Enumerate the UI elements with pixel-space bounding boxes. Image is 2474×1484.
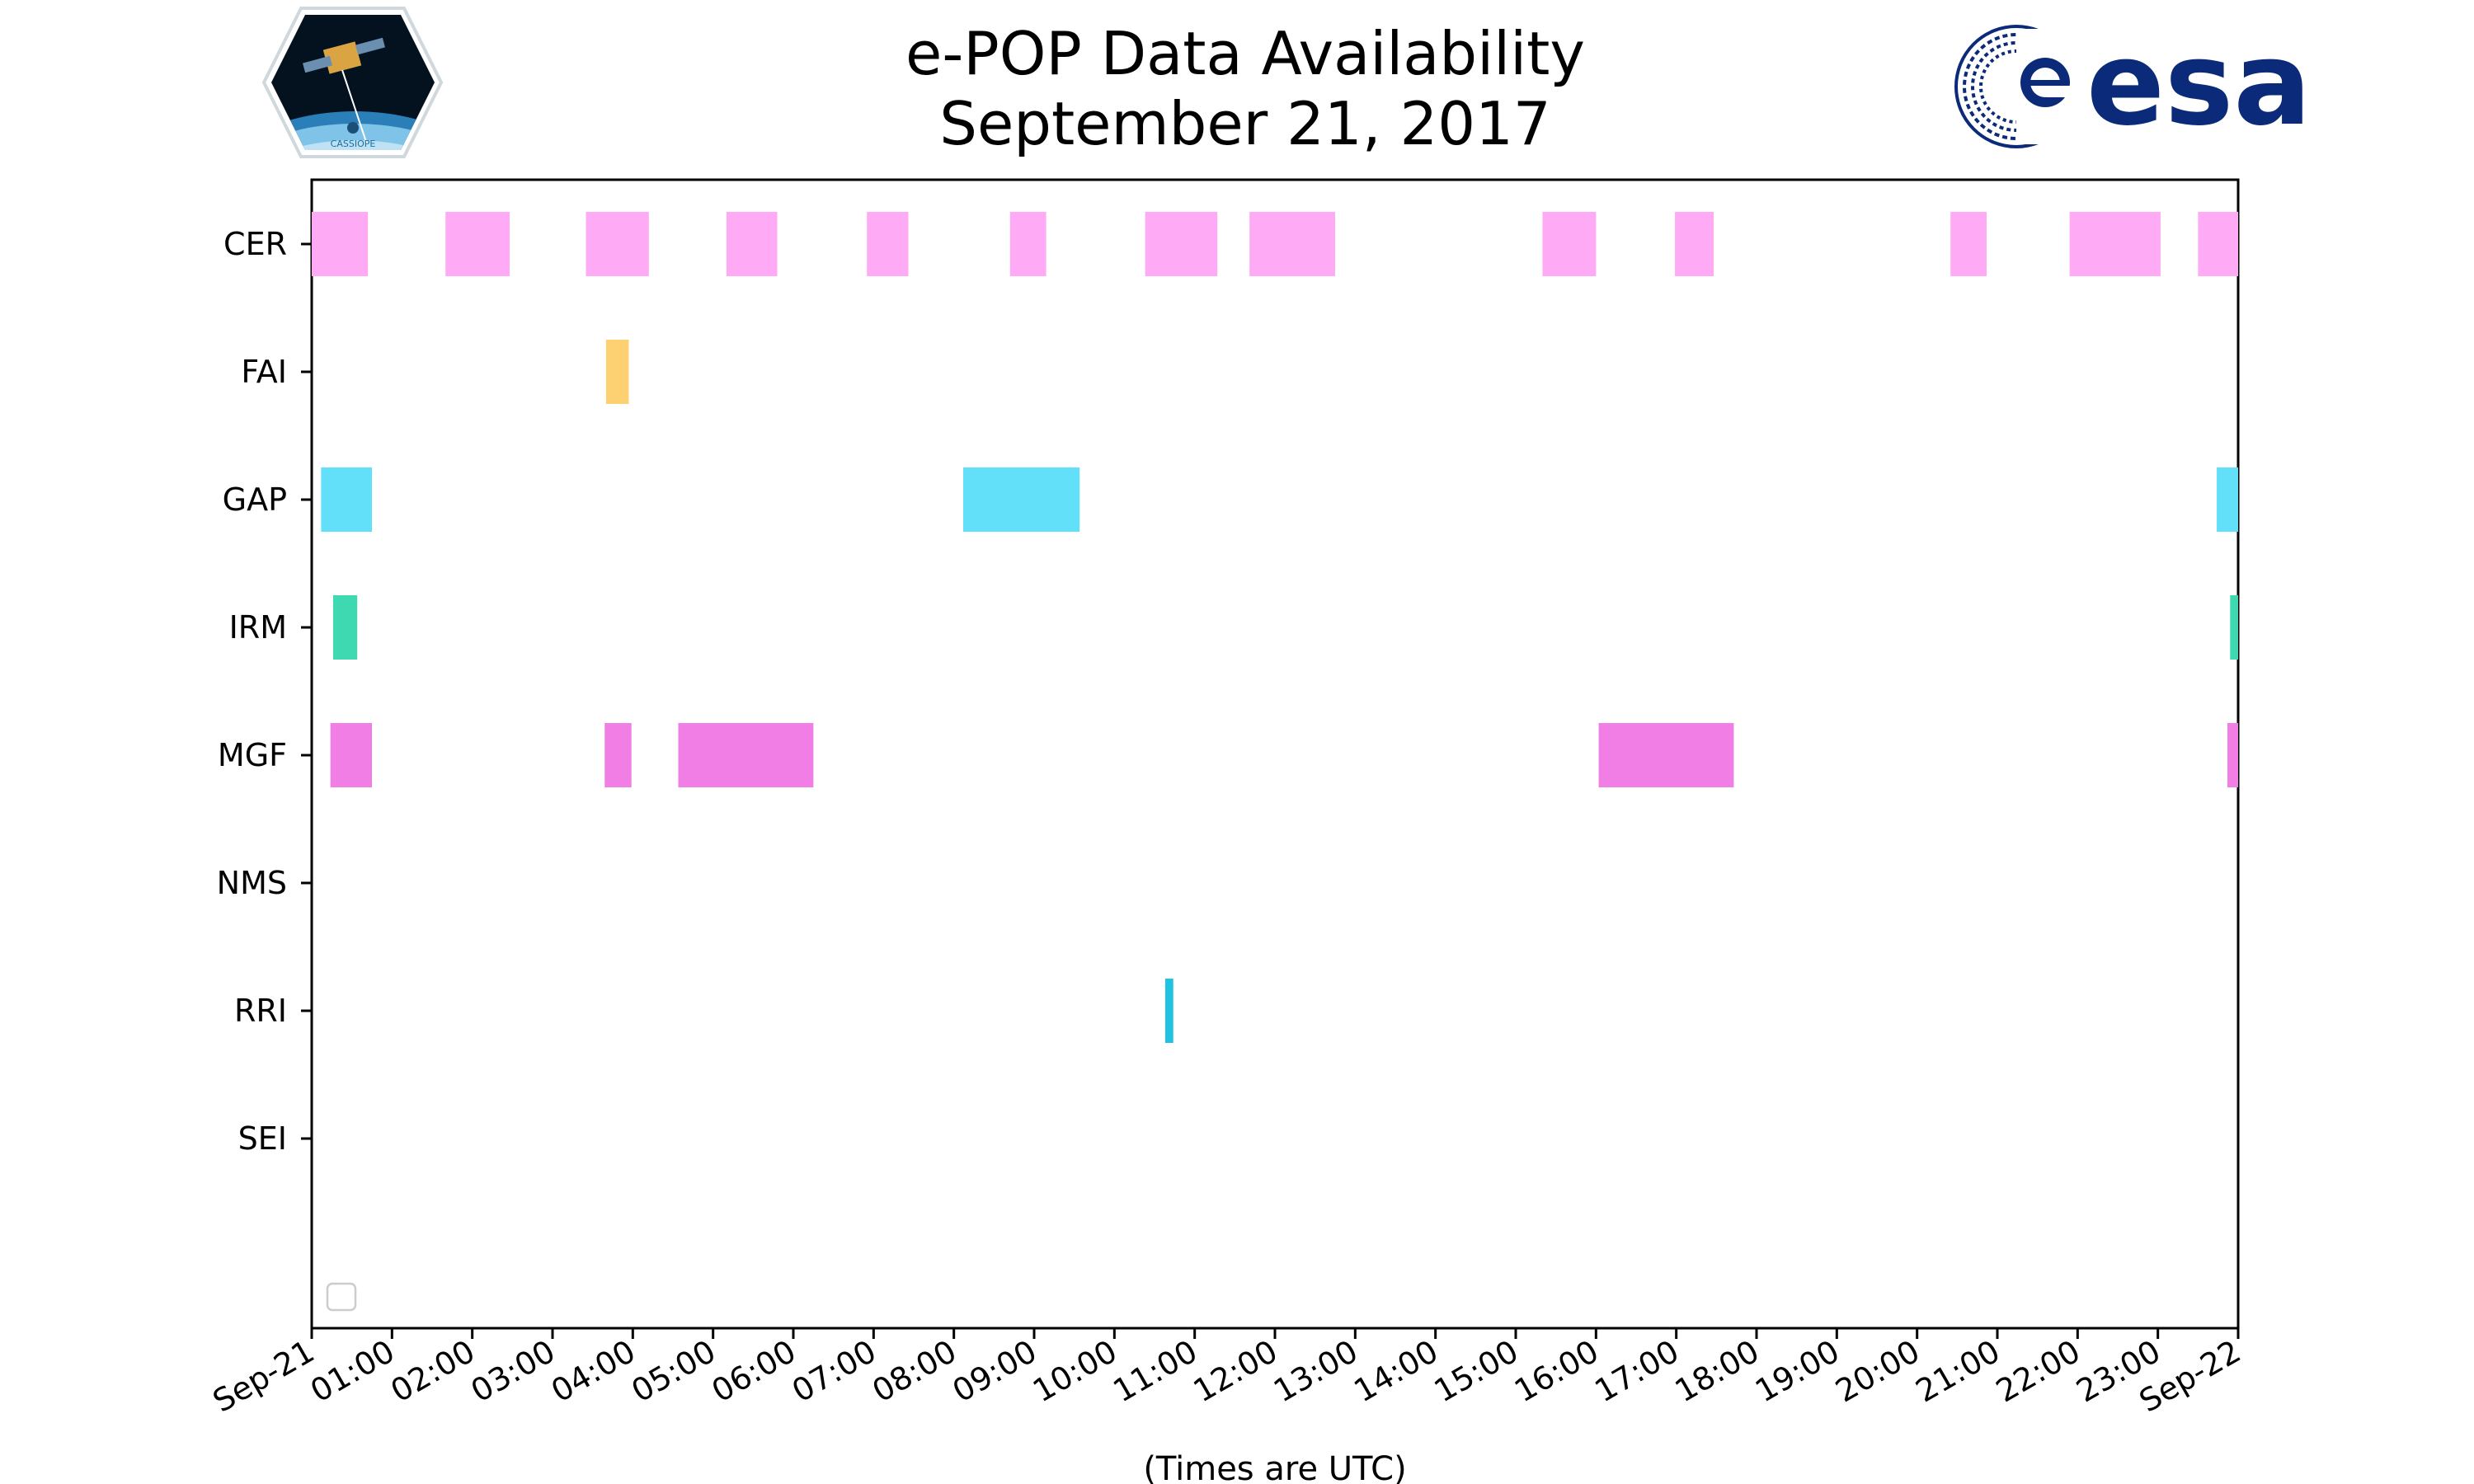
y-tick-label-rri: RRI: [234, 993, 287, 1029]
x-tick-label: 19:00: [1749, 1333, 1846, 1410]
y-tick-label-sei: SEI: [238, 1120, 287, 1157]
bar-cer-0: [312, 212, 369, 276]
chart-subtitle: September 21, 2017: [939, 89, 1550, 158]
x-axis-title: (Times are UTC): [1143, 1450, 1406, 1484]
x-tick-label: 16:00: [1508, 1333, 1605, 1410]
bar-cer-1: [445, 212, 510, 276]
y-tick-label-nms: NMS: [217, 865, 287, 901]
x-tick-label: 02:00: [384, 1333, 481, 1410]
bar-irm-0: [332, 595, 358, 660]
cassiope-logo: CASSIOPE: [261, 7, 444, 158]
bar-cer-9: [1675, 212, 1714, 276]
x-tick-label: 15:00: [1428, 1333, 1525, 1410]
bar-gap-0: [321, 467, 372, 532]
bar-mgf-2: [678, 723, 814, 787]
bar-mgf-3: [1598, 723, 1734, 787]
bar-mgf-1: [604, 723, 632, 787]
x-tick-label: 14:00: [1348, 1333, 1444, 1410]
legend-box: [326, 1282, 357, 1312]
x-tick-label: Sep-21: [207, 1333, 321, 1420]
bar-cer-2: [586, 212, 649, 276]
x-tick-label: 18:00: [1669, 1333, 1766, 1410]
x-tick-label: 06:00: [706, 1333, 802, 1410]
bar-rri-0: [1164, 979, 1174, 1043]
x-tick-label: 04:00: [545, 1333, 642, 1410]
bar-irm-1: [2230, 595, 2238, 660]
y-tick-label-cer: CER: [223, 226, 287, 262]
y-tick-label-irm: IRM: [229, 609, 287, 646]
x-axis: Sep-2101:0002:0003:0004:0005:0006:0007:0…: [207, 1328, 2247, 1420]
x-tick-label: 01:00: [304, 1333, 401, 1410]
y-tick-label-mgf: MGF: [218, 737, 287, 773]
x-tick-label: 22:00: [1990, 1333, 2086, 1410]
y-axis: CER FAI GAP IRM MGF NMS RRI SEI: [217, 226, 312, 1157]
x-tick-label: 17:00: [1588, 1333, 1685, 1410]
y-tick-label-fai: FAI: [241, 354, 287, 390]
x-tick-label: 21:00: [1910, 1333, 2006, 1410]
x-tick-label: 20:00: [1829, 1333, 1926, 1410]
bar-cer-5: [1009, 212, 1047, 276]
bar-cer-6: [1145, 212, 1218, 276]
interval-bars: [312, 212, 2238, 1043]
x-tick-label: 13:00: [1268, 1333, 1364, 1410]
esa-swirl-icon: [1954, 25, 2082, 148]
cassiope-logo-label: CASSIOPE: [331, 139, 376, 149]
bar-mgf-0: [330, 723, 372, 787]
bar-fai-0: [605, 340, 629, 404]
x-tick-label: 10:00: [1027, 1333, 1123, 1410]
x-tick-label: 09:00: [947, 1333, 1043, 1410]
bar-mgf-4: [2227, 723, 2238, 787]
bar-gap-1: [963, 467, 1080, 532]
bar-cer-8: [1542, 212, 1597, 276]
plot-area: [310, 178, 2240, 1330]
x-tick-label: 03:00: [465, 1333, 562, 1410]
x-tick-label: 05:00: [625, 1333, 722, 1410]
y-tick-label-gap: GAP: [223, 481, 287, 518]
bar-cer-10: [1950, 212, 1987, 276]
x-tick-label: 11:00: [1107, 1333, 1203, 1410]
x-tick-label: 07:00: [786, 1333, 882, 1410]
bar-cer-7: [1249, 212, 1335, 276]
bar-cer-12: [2198, 212, 2238, 276]
x-tick-label: 08:00: [866, 1333, 962, 1410]
esa-logo: esa: [1954, 17, 2312, 152]
chart-title: e-POP Data Availability: [905, 19, 1585, 88]
bar-gap-2: [2217, 467, 2238, 532]
bar-cer-11: [2069, 212, 2161, 276]
bar-cer-4: [867, 212, 909, 276]
x-tick-label: 12:00: [1188, 1333, 1284, 1410]
bar-cer-3: [726, 212, 778, 276]
esa-logo-word: esa: [2086, 17, 2312, 152]
